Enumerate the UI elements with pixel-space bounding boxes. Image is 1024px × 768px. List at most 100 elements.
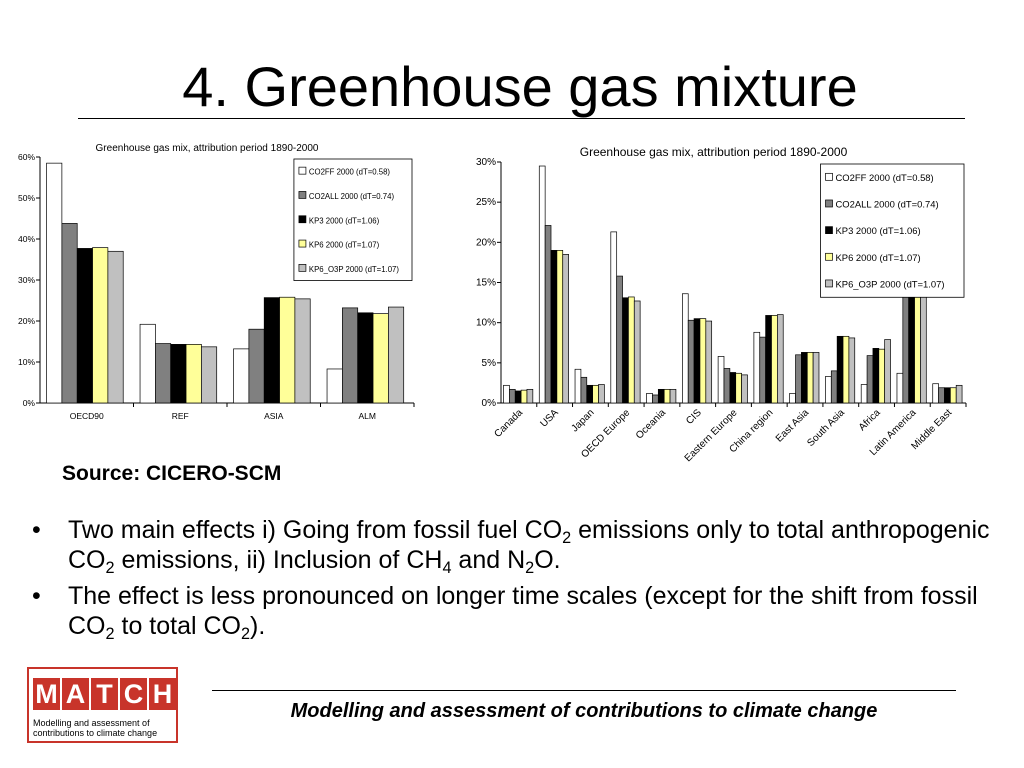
- bar: [765, 315, 772, 404]
- bullet-item: • The effect is less pronounced on longer…: [30, 581, 990, 643]
- logo-letter: C: [120, 678, 147, 710]
- y-tick-label: 0%: [23, 398, 36, 408]
- bullet-marker: •: [32, 582, 41, 610]
- legend-label: KP3 2000 (dT=1.06): [836, 225, 921, 236]
- bar: [388, 306, 405, 404]
- bar: [544, 225, 552, 404]
- bar: [938, 387, 945, 404]
- bar: [139, 323, 156, 404]
- bar: [866, 355, 874, 404]
- category-label: Oceania: [634, 407, 668, 441]
- legend-swatch: [825, 199, 833, 208]
- title-divider: [78, 118, 965, 119]
- legend-label: KP3 2000 (dT=1.06): [309, 216, 380, 225]
- bar: [580, 376, 588, 404]
- bullet-text: emissions, ii) Inclusion of CH: [114, 546, 443, 574]
- chart-title: Greenhouse gas mix, attribution period 1…: [580, 145, 848, 159]
- bar: [896, 372, 904, 404]
- bullet-text: The effect is less pronounced on longer …: [68, 582, 978, 640]
- bar: [107, 250, 124, 404]
- legend-label: KP6_O3P 2000 (dT=1.07): [309, 265, 399, 274]
- bar: [699, 318, 707, 404]
- bar: [248, 328, 265, 404]
- category-label: ALM: [359, 411, 376, 421]
- bar: [741, 374, 748, 404]
- y-tick-label: 5%: [482, 358, 497, 369]
- bar: [872, 348, 880, 404]
- bar: [806, 352, 814, 404]
- bar: [616, 275, 623, 404]
- bar: [669, 388, 677, 404]
- bar: [562, 254, 569, 404]
- bar: [279, 296, 296, 404]
- y-tick-label: 15%: [476, 278, 496, 289]
- y-tick-label: 10%: [18, 357, 35, 367]
- legend-box: [293, 158, 413, 281]
- footer-divider: [212, 690, 956, 691]
- y-tick-label: 20%: [18, 316, 35, 326]
- bar: [586, 384, 593, 404]
- logo-letter: T: [91, 678, 118, 710]
- bar: [46, 162, 63, 404]
- legend-label: CO2FF 2000 (dT=0.58): [309, 168, 391, 177]
- category-label: Japan: [569, 407, 596, 434]
- bullet-text: Two main effects i) Going from fossil fu…: [68, 516, 563, 544]
- bullet-list: • Two main effects i) Going from fossil f…: [30, 515, 990, 647]
- bar: [61, 223, 78, 404]
- subscript: 2: [525, 559, 535, 577]
- bar: [920, 280, 927, 404]
- bar: [812, 352, 820, 404]
- bar: [825, 376, 832, 404]
- bar: [777, 314, 784, 404]
- category-label: ASIA: [264, 411, 284, 421]
- bar: [520, 389, 528, 404]
- legend-swatch: [298, 166, 307, 175]
- logo-letter: M: [33, 678, 60, 710]
- bar: [663, 388, 671, 404]
- bar: [550, 250, 558, 404]
- bar: [884, 339, 891, 404]
- footer-text: Modelling and assessment of contribution…: [290, 700, 878, 722]
- bar: [652, 394, 659, 404]
- bullet-text: emissions only to total anthropogenic CO: [68, 516, 990, 574]
- subscript: 4: [442, 559, 452, 577]
- legend-label: CO2ALL 2000 (dT=0.74): [836, 198, 939, 209]
- bar: [357, 312, 374, 404]
- legend-swatch: [298, 191, 307, 199]
- logo-letter: A: [62, 678, 89, 710]
- category-label: CIS: [684, 407, 704, 427]
- bar: [848, 337, 856, 404]
- y-tick-label: 0%: [482, 398, 497, 409]
- category-label: South Asia: [805, 407, 847, 449]
- bar: [693, 318, 701, 404]
- bar: [687, 319, 695, 404]
- legend-label: KP6_O3P 2000 (dT=1.07): [836, 278, 945, 289]
- bar: [610, 231, 618, 404]
- logo-subtitle-line1: Modelling and assessment of: [33, 718, 150, 728]
- bar: [592, 384, 599, 404]
- category-label: REF: [172, 411, 189, 421]
- bar: [76, 248, 93, 404]
- bar: [705, 320, 713, 404]
- bar: [503, 384, 510, 404]
- bar: [622, 297, 629, 404]
- bar: [944, 387, 951, 404]
- legend-swatch: [825, 172, 833, 181]
- y-tick-label: 60%: [18, 152, 35, 162]
- legend-swatch: [825, 252, 833, 261]
- y-tick-label: 30%: [476, 157, 496, 168]
- bullet-text: and N: [451, 546, 526, 574]
- y-tick-label: 40%: [18, 234, 35, 244]
- bar: [860, 384, 868, 404]
- bar: [294, 298, 311, 404]
- subscript: 2: [105, 625, 115, 643]
- bullet-item: • Two main effects i) Going from fossil f…: [30, 515, 990, 577]
- bullet-text: to total CO: [114, 612, 241, 640]
- legend-swatch: [298, 215, 307, 224]
- bar: [902, 286, 910, 404]
- category-label: Africa: [857, 407, 883, 433]
- bullet-marker: •: [32, 516, 41, 544]
- bar: [949, 387, 957, 404]
- bar: [771, 315, 778, 404]
- category-label: Canada: [492, 407, 525, 440]
